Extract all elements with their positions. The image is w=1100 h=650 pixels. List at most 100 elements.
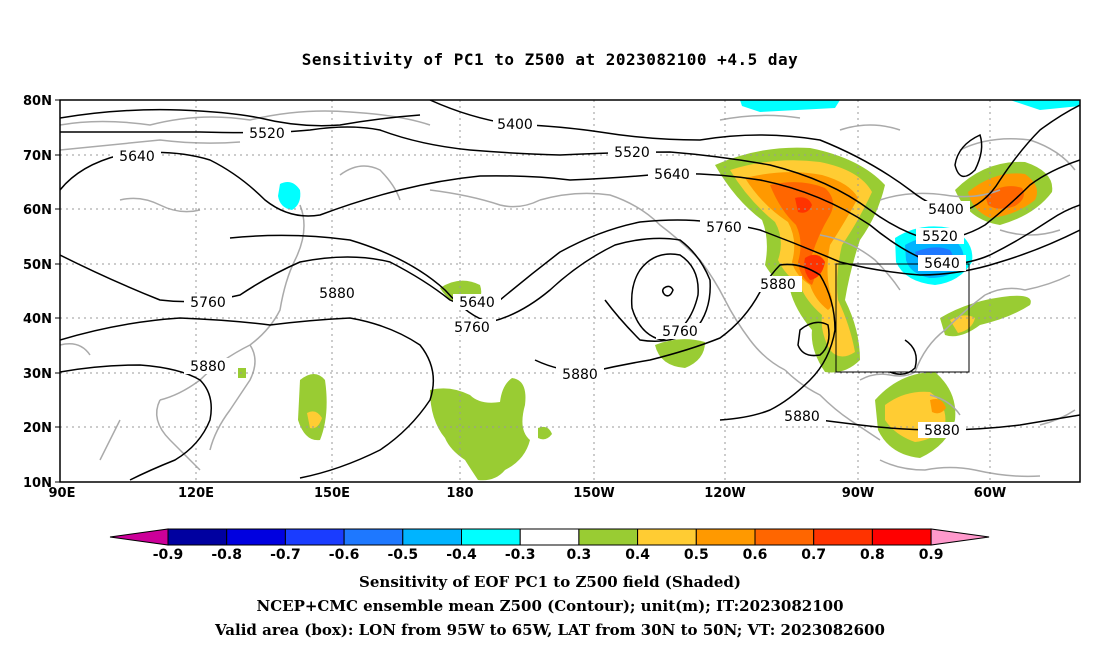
lat-tick-label: 10N <box>23 476 52 491</box>
contour-label: 5400 <box>497 117 533 133</box>
colorbar-swatch <box>871 528 932 546</box>
caption-line-1: Sensitivity of EOF PC1 to Z500 field (Sh… <box>359 573 741 591</box>
colorbar-swatch <box>226 528 286 546</box>
negative-patch <box>740 100 840 112</box>
colorbar-swatch <box>519 528 580 546</box>
colorbar-high-arrow <box>930 528 990 546</box>
positive-patch <box>968 173 1038 218</box>
positive-patch <box>985 186 1024 209</box>
lat-axis <box>55 99 60 483</box>
colorbar-label: 0.9 <box>919 547 944 563</box>
colorbar-label: -0.4 <box>446 547 477 563</box>
caption-line-3: Valid area (box): LON from 95W to 65W, L… <box>215 621 885 639</box>
positive-patch <box>795 197 812 213</box>
lon-tick-label: 150E <box>314 486 350 501</box>
positive-patch <box>430 378 530 481</box>
lat-tick-label: 60N <box>23 203 52 218</box>
positive-patch <box>804 254 825 280</box>
positive-patch <box>885 391 946 442</box>
lat-tick-label: 80N <box>23 94 52 109</box>
contour-labels: 5400 5400 5520 5520 5520 5640 5640 5640 … <box>113 116 970 439</box>
caption-line-2: NCEP+CMC ensemble mean Z500 (Contour); u… <box>256 597 844 615</box>
contour-label: 5880 <box>760 277 796 293</box>
contour-label: 5640 <box>654 167 690 183</box>
colorbar-swatch <box>695 528 756 546</box>
positive-patch <box>715 147 885 373</box>
contour-5880-loop2 <box>797 321 830 357</box>
colorbar-label: 0.6 <box>743 547 768 563</box>
coastlines <box>60 110 1076 478</box>
contour-label: 5760 <box>662 324 698 340</box>
map-title: Sensitivity of PC1 to Z500 at 2023082100… <box>301 50 799 69</box>
positive-patch <box>940 295 1031 337</box>
negative-patch <box>915 247 954 272</box>
lat-tick-label: 20N <box>23 421 52 436</box>
lon-tick-label: 180 <box>446 486 473 501</box>
colorbar-label: 0.7 <box>801 547 826 563</box>
contour-5520 <box>60 126 1080 241</box>
lon-tick-label: 120W <box>704 486 745 501</box>
negative-patch <box>905 236 964 278</box>
positive-patch <box>930 399 946 414</box>
contour-5760-b <box>229 234 711 342</box>
positive-patch <box>950 315 975 333</box>
contour-label: 5640 <box>119 149 155 165</box>
colorbar-low-arrow <box>109 528 169 546</box>
contour-label: 5880 <box>924 423 960 439</box>
positive-patch <box>440 280 482 305</box>
contour-5400-small <box>954 133 983 178</box>
map-frame <box>59 99 1081 483</box>
graticule <box>60 100 1080 482</box>
contour-label: 5640 <box>924 256 960 272</box>
valid-area-box <box>835 263 970 373</box>
positive-patch <box>875 372 956 458</box>
lat-tick-label: 70N <box>23 149 52 164</box>
colorbar-label: -0.5 <box>387 547 418 563</box>
colorbar-swatch <box>343 528 404 546</box>
colorbar-swatch <box>754 528 815 546</box>
contour-5640 <box>60 151 1080 265</box>
positive-patch <box>538 426 552 440</box>
colorbar-label: 0.8 <box>860 547 885 563</box>
colorbar-label: 0.4 <box>625 547 650 563</box>
colorbar-label: -0.3 <box>505 547 536 563</box>
contour-5760 <box>60 219 1080 307</box>
colorbar-swatch <box>578 528 639 546</box>
contour-5880-loop <box>630 253 699 341</box>
lon-tick-label: 150W <box>573 486 614 501</box>
positive-patch <box>655 339 705 368</box>
contour-label: 5640 <box>459 295 495 311</box>
positive-patch <box>307 411 322 429</box>
positive-patch <box>298 374 327 441</box>
positive-patch <box>745 172 858 310</box>
colorbar-label: -0.9 <box>153 547 184 563</box>
negative-patch <box>1010 100 1080 110</box>
contour-label: 5880 <box>784 409 820 425</box>
lon-tick-label: 60W <box>974 486 1006 501</box>
colorbar-swatch <box>813 528 873 546</box>
contour-5400-west <box>60 108 421 127</box>
contour-label: 5760 <box>706 220 742 236</box>
colorbar-label: 0.3 <box>566 547 591 563</box>
contour-label: 5760 <box>454 320 490 336</box>
contour-label: 5880 <box>190 359 226 375</box>
negative-patch <box>895 226 973 285</box>
lon-labels: 90E 120E 150E 180 150W 120W 90W 60W <box>49 486 1007 501</box>
colorbar-label: -0.8 <box>211 547 242 563</box>
contour-label: 5520 <box>922 229 958 245</box>
contour-5880-mid <box>534 263 836 421</box>
colorbar-label: -0.6 <box>329 547 360 563</box>
contour-5880-west2 <box>60 364 212 481</box>
contour-5880-small-loop <box>661 285 674 297</box>
lat-labels: 80N 70N 60N 50N 40N 30N 20N 10N <box>23 94 52 491</box>
lat-tick-label: 50N <box>23 258 52 273</box>
contour-5400 <box>429 100 1080 213</box>
positive-patch <box>770 182 834 285</box>
lon-tick-label: 90E <box>49 486 76 501</box>
negative-patch <box>278 182 301 210</box>
lon-tick-label: 90W <box>842 486 874 501</box>
contour-5880-west <box>60 317 435 479</box>
lon-tick-label: 120E <box>178 486 214 501</box>
colorbar-swatch <box>284 528 345 546</box>
contour-label: 5880 <box>319 286 355 302</box>
